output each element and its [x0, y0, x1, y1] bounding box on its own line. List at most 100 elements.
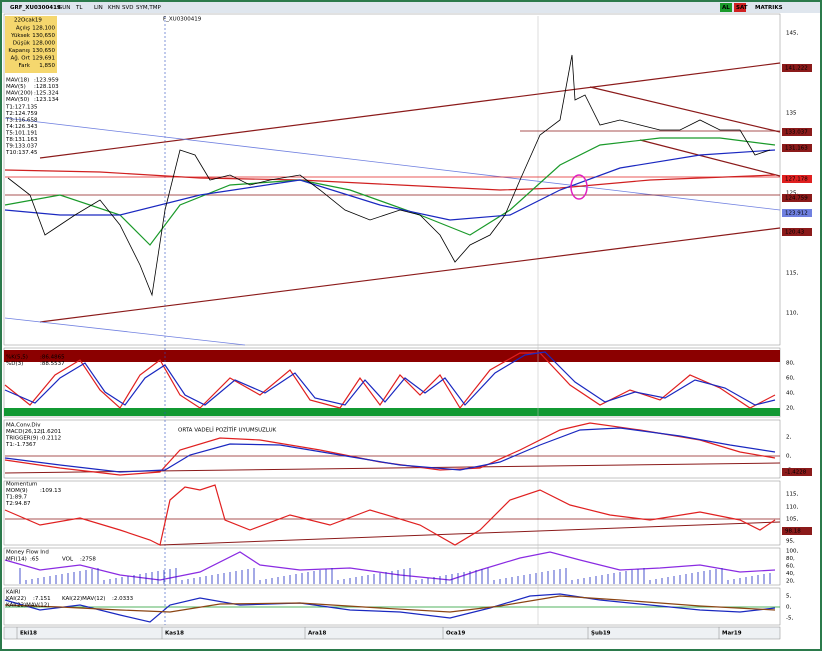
y-tick-label: 40, — [786, 571, 795, 577]
y-tick-label: 80, — [786, 556, 795, 562]
price-tag — [782, 64, 812, 72]
legend-value: :0.2112 — [40, 436, 61, 442]
legend-name: %D(3) — [6, 361, 23, 367]
y-tick-label: 80, — [786, 361, 795, 367]
info-label: Düşük — [13, 41, 31, 47]
info-label: Açılış — [16, 26, 30, 32]
level-label: T1:-1.7367 — [5, 442, 36, 448]
y-tick-label: 60, — [786, 564, 795, 570]
legend-value: :128.103 — [34, 84, 59, 90]
trade-button — [734, 3, 746, 12]
legend-value: :1.6201 — [40, 429, 61, 435]
kairi-mav — [4, 595, 776, 613]
toolbar-item: GUN — [58, 5, 70, 11]
legend-name: %K(5,5) — [6, 355, 28, 361]
x-tick-label: Mar19 — [722, 631, 742, 637]
trade-button-label: AL — [722, 5, 730, 11]
level-label: T9:133.037 — [5, 144, 38, 150]
mav50 — [4, 149, 776, 221]
mav200 — [4, 169, 776, 191]
y-tick-label: 5, — [786, 594, 791, 600]
legend-value: :123.134 — [34, 97, 59, 103]
price-tag-label: 123.912 — [785, 211, 808, 217]
toolbar-item: SYM,TMP — [136, 5, 161, 11]
y-tick-label: 60, — [786, 376, 795, 382]
legend-value: :2758 — [80, 557, 96, 563]
price-tag — [782, 175, 812, 183]
trade-button-label: SAT — [736, 5, 748, 11]
price-tag — [782, 128, 812, 136]
level-label: T5:101.191 — [5, 131, 37, 137]
price-line — [7, 54, 771, 297]
price-tag — [782, 228, 812, 236]
toolbar-item: LIN — [94, 5, 103, 11]
legend-name: KAI(22) — [6, 596, 26, 602]
legend-name: MAV(200) — [6, 91, 33, 97]
level-label: T10:137.45 — [5, 150, 38, 156]
legend-value: :123.959 — [34, 78, 59, 84]
price-tag-label: 127.178 — [785, 177, 808, 183]
y-tick-label: 115, — [786, 271, 798, 277]
x-tick-label: Eki18 — [20, 631, 37, 637]
price-tag — [782, 194, 812, 202]
level-label: T1:89.7 — [5, 495, 27, 501]
momentum-line — [4, 484, 776, 546]
toolbar-item: TL — [75, 5, 83, 11]
y-tick-label: 105, — [786, 517, 798, 523]
mfi-line — [4, 551, 776, 581]
legend-name: TRIGGER(9) — [5, 436, 38, 442]
info-label: Kapanış — [8, 48, 30, 54]
highlight-circle — [570, 174, 588, 200]
x-tick-label: Kas18 — [165, 631, 184, 637]
overbought-band — [4, 350, 780, 362]
info-date: 22Ocak19 — [14, 18, 42, 24]
toolbar — [2, 2, 820, 13]
level-label: T2:124.759 — [5, 111, 38, 117]
channel-top — [39, 62, 781, 159]
symbol: GRF_XU0300419 — [10, 5, 61, 11]
y-tick-label: 0, — [786, 605, 791, 611]
panel-title: Money Flow Ind — [6, 550, 49, 556]
level-label: T1:127.135 — [5, 105, 38, 111]
annotation: ORTA VADELİ POZİTİF UYUMSUZLUK — [178, 427, 277, 434]
brand: MATRIKS — [755, 5, 783, 11]
x-tick-label: Ara18 — [308, 631, 327, 637]
info-label: Ağ. Ort — [11, 55, 31, 62]
x-tick-label: Şub19 — [591, 631, 611, 637]
y-tick-label: 100, — [786, 549, 798, 555]
price-tag — [782, 468, 812, 476]
info-label: Yüksek — [10, 33, 31, 39]
kairi-panel — [3, 587, 781, 626]
date-axis — [3, 626, 781, 640]
legend-name: KAI(22)MAV(12) — [6, 603, 49, 609]
legend-name: MOM(9) — [6, 488, 28, 494]
toolbar-item: KHN — [108, 5, 120, 11]
info-value: 128,000 — [32, 41, 55, 47]
price-tag-label: 120.43 — [785, 230, 805, 236]
y-tick-label: 135 — [786, 111, 797, 117]
info-value: 129,691 — [32, 56, 55, 62]
legend-name: MAV(5) — [6, 84, 26, 90]
legend-value: :2.0333 — [112, 596, 134, 602]
blue-trend — [4, 317, 246, 346]
channel-bottom — [39, 227, 781, 323]
y-tick-label: 115, — [786, 492, 798, 498]
info-value: 128,100 — [32, 26, 55, 32]
price-tag-label: 98.18 — [785, 529, 801, 535]
legend-name: VOL — [62, 557, 74, 563]
y-tick-label: 125, — [786, 191, 798, 197]
price-tag-label: 131.163 — [785, 146, 808, 152]
info-box — [5, 16, 57, 73]
y-tick-label: -5, — [786, 616, 793, 622]
y-tick-label: 40, — [786, 391, 795, 397]
legend-name: MACD(26,12) — [6, 429, 43, 435]
trade-button — [720, 3, 732, 12]
y-tick-label: 2, — [786, 435, 791, 441]
mav18 — [4, 137, 776, 246]
y-tick-label: 110, — [786, 311, 798, 317]
legend-value: :65 — [30, 557, 39, 563]
y-tick-label: 0, — [786, 454, 791, 460]
stoch-d — [4, 351, 776, 406]
legend-value: :125.324 — [34, 91, 59, 97]
